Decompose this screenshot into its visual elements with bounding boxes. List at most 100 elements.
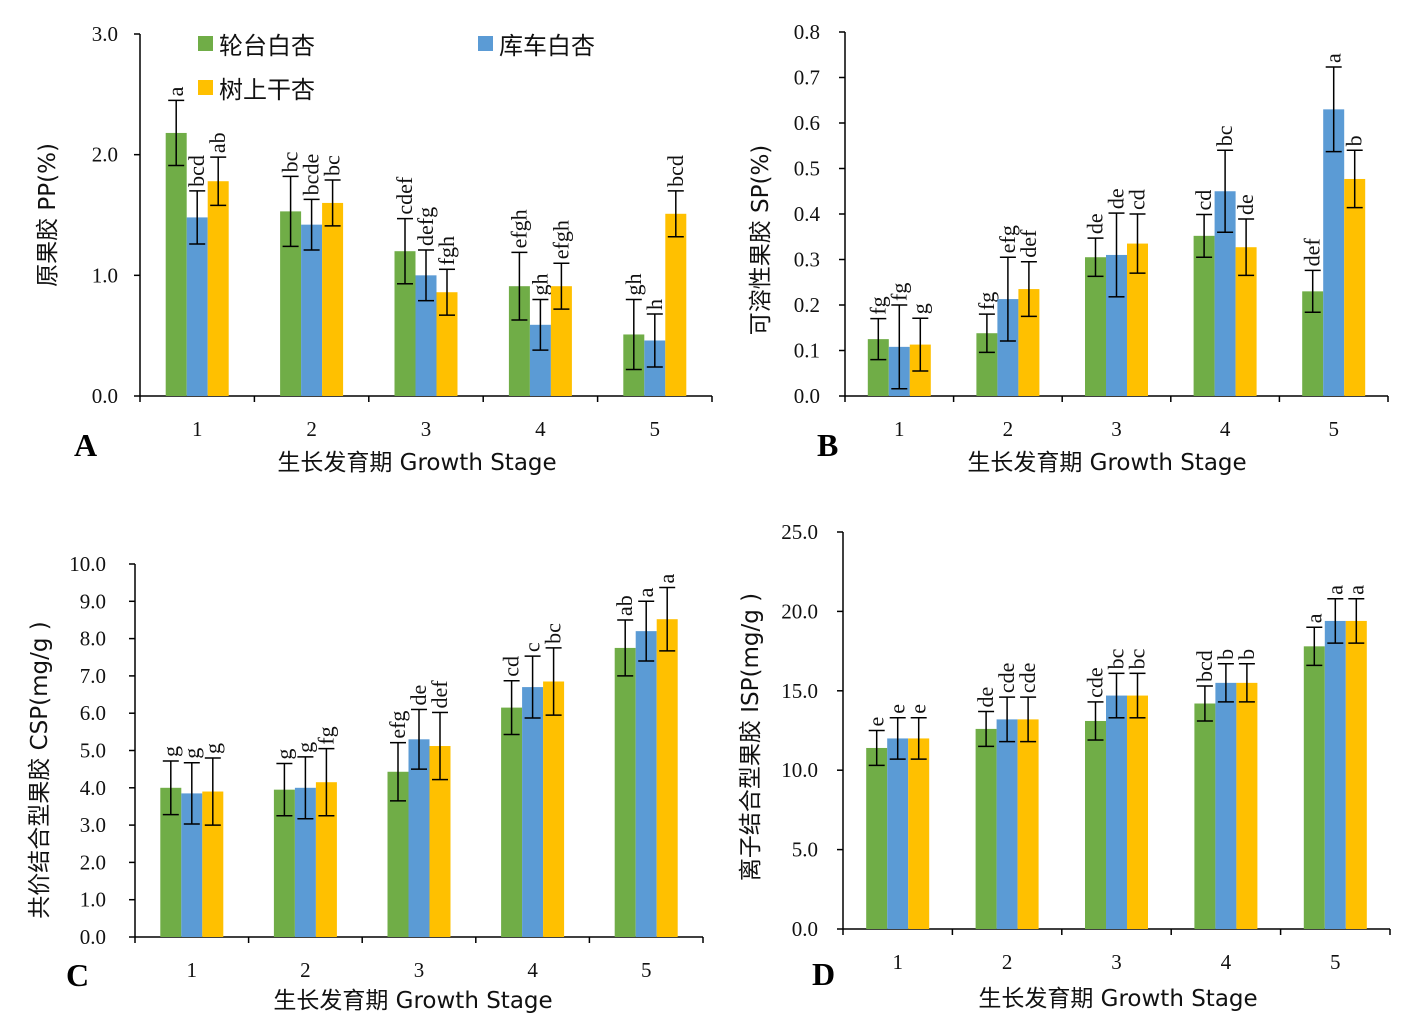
significance-label: def <box>1300 238 1325 267</box>
significance-label: cde <box>1083 667 1108 698</box>
significance-label: bcd <box>663 155 688 187</box>
bar <box>1127 695 1148 929</box>
bar <box>1085 257 1106 396</box>
y-tick-label: 6.0 <box>80 701 106 725</box>
significance-label: gh <box>621 273 646 295</box>
y-tick-label: 3.0 <box>80 813 106 837</box>
y-tick-label: 0.7 <box>794 66 820 90</box>
bar <box>887 738 909 929</box>
bar <box>1345 620 1367 929</box>
x-tick-label: 5 <box>1328 417 1339 441</box>
y-tick-label: 4.0 <box>80 776 106 800</box>
significance-label: efgh <box>548 220 573 259</box>
y-tick-label: 0.0 <box>792 917 818 941</box>
legend-swatch <box>478 36 493 51</box>
significance-label: cd <box>1125 189 1150 210</box>
y-tick-label: 0.0 <box>80 925 106 949</box>
x-tick-label: 2 <box>300 958 311 982</box>
y-tick-label: 7.0 <box>80 664 106 688</box>
significance-label: bcde <box>299 154 324 196</box>
x-tick-label: 4 <box>1221 950 1232 974</box>
x-tick-label: 1 <box>192 417 203 441</box>
significance-label: a <box>1322 585 1347 595</box>
significance-label: b <box>1234 649 1259 660</box>
bar <box>866 747 888 929</box>
significance-label: cd <box>499 656 524 677</box>
x-tick-label: 3 <box>414 958 425 982</box>
significance-label: ab <box>205 132 230 153</box>
significance-label: defg <box>413 207 438 246</box>
significance-label: cdef <box>392 176 417 215</box>
significance-label: g <box>292 742 317 753</box>
y-tick-label: 1.0 <box>80 888 106 912</box>
bar <box>529 324 551 396</box>
y-tick-label: 0.3 <box>794 248 820 272</box>
significance-label: g <box>271 749 296 760</box>
bar <box>1127 243 1148 396</box>
significance-label: g <box>907 303 932 314</box>
significance-label: def <box>1016 229 1041 258</box>
bar <box>550 286 572 396</box>
bar <box>408 739 430 937</box>
bar <box>1085 720 1106 929</box>
bar <box>160 787 182 937</box>
significance-label: e <box>906 704 931 714</box>
bar <box>996 719 1018 929</box>
bar <box>644 340 666 396</box>
significance-label: de <box>1233 194 1258 215</box>
significance-label: e <box>864 717 889 727</box>
significance-label: a <box>633 587 658 597</box>
panel-letter: A <box>74 427 97 463</box>
significance-label: fg <box>313 726 338 744</box>
y-tick-label: 0.5 <box>794 157 820 181</box>
x-axis-title: 生长发育期 Growth Stage <box>277 450 556 476</box>
significance-label: c <box>520 642 545 652</box>
bar <box>165 132 187 397</box>
y-tick-label: 0.0 <box>92 384 118 408</box>
bar <box>1106 695 1127 929</box>
chart-panel-b: 0.00.10.20.30.40.50.60.70.81fgfgg2fgefgd… <box>748 20 1389 476</box>
significance-label: a <box>1321 53 1346 63</box>
significance-label: fg <box>865 296 890 314</box>
bar <box>1214 191 1236 396</box>
bar <box>1302 291 1324 396</box>
x-tick-label: 1 <box>187 958 198 982</box>
significance-label: efg <box>995 225 1020 253</box>
bar <box>543 681 565 937</box>
y-tick-label: 2.0 <box>80 850 106 874</box>
y-tick-label: 15.0 <box>781 679 818 703</box>
x-tick-label: 4 <box>527 958 538 982</box>
y-tick-label: 1.0 <box>92 263 118 287</box>
x-axis-title: 生长发育期 Growth Stage <box>978 986 1257 1012</box>
significance-label: bc <box>320 155 345 176</box>
legend-swatch <box>198 36 213 51</box>
bar <box>202 791 224 937</box>
bar <box>1324 620 1346 929</box>
significance-label: a <box>654 573 679 583</box>
panel-letter: C <box>66 957 89 993</box>
x-tick-label: 5 <box>1330 950 1341 974</box>
y-tick-label: 10.0 <box>69 552 106 576</box>
y-tick-label: 2.0 <box>92 143 118 167</box>
chart-panel-a: 0.01.02.03.01abcdab2bcbcdebc3cdefdefgfgh… <box>35 22 713 476</box>
y-tick-label: 0.6 <box>794 111 820 135</box>
y-axis-title: 可溶性果胶 SP(%) <box>748 145 774 336</box>
bar <box>908 738 930 929</box>
bar <box>1323 109 1345 396</box>
x-tick-label: 1 <box>892 950 903 974</box>
significance-label: e <box>885 704 910 714</box>
significance-label: ab <box>612 595 637 616</box>
significance-label: bc <box>278 151 303 172</box>
significance-label: fgh <box>434 236 459 265</box>
panel-letter: B <box>817 427 838 463</box>
significance-label: de <box>973 687 998 708</box>
significance-label: g <box>179 748 204 759</box>
chart-panel-d: 0.05.010.015.020.025.01eee2decdecde3cdeb… <box>738 520 1391 1012</box>
y-axis-title: 共价结合型果胶 CSP(mg/g ) <box>27 621 53 918</box>
x-tick-label: 2 <box>1003 417 1014 441</box>
bar <box>436 292 458 396</box>
significance-label: bc <box>1212 125 1237 146</box>
y-tick-label: 8.0 <box>80 627 106 651</box>
significance-label: a <box>1301 613 1326 623</box>
x-tick-label: 5 <box>650 417 661 441</box>
